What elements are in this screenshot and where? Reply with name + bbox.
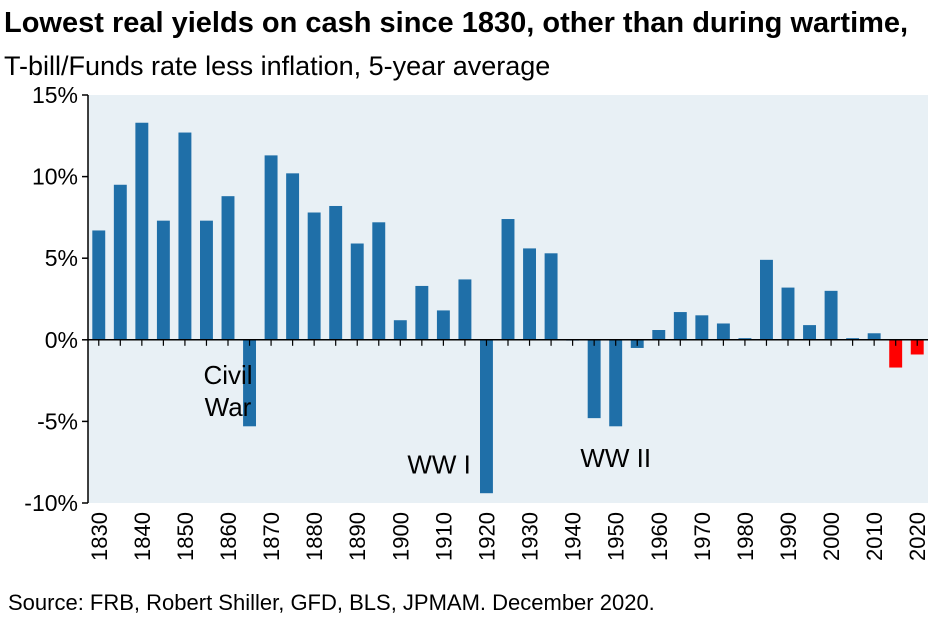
bar-1910 [436,310,450,340]
bar-1995 [803,325,816,340]
bar-1975 [716,323,730,340]
bar-1860 [221,196,235,340]
chart-title-block: Lowest real yields on cash since 1830, o… [4,4,932,90]
chart-title: Lowest real yields on cash since 1830, o… [4,7,909,39]
axes-group: 15% 10% 5% 0% -5% -10% 1830 1840 1850 1860 1870 188… [24,82,930,561]
y-tick-label: 10% [32,164,78,190]
x-tick-label: 1920 [475,512,500,561]
bar-1905 [415,285,429,340]
x-tick-label: 1870 [259,512,284,561]
bar-1900 [393,320,407,340]
y-tick-label: 15% [32,82,78,108]
bar-1920 [480,339,493,494]
bar-1890 [350,243,364,340]
bars-group [92,122,924,494]
bar-1870 [264,155,278,340]
x-tick-label: 1970 [690,512,715,561]
bar-1985 [760,259,773,340]
y-tick-label: 0% [45,327,78,353]
y-tick-label: -5% [37,408,78,434]
bar-1965 [673,312,687,340]
x-tick-label: 1930 [518,512,543,561]
bar-1960 [652,330,666,340]
bar-2005 [846,338,860,340]
x-tick-label: 1840 [130,512,155,561]
bar-1885 [329,205,343,340]
bar-1850 [178,132,192,340]
annotation-label: WW I [407,450,471,480]
y-tick-label: 5% [45,245,78,271]
bar-1990 [781,287,795,340]
bar-1915 [458,279,472,340]
x-tick-label: 2020 [905,512,930,561]
bar-1845 [156,220,170,340]
y-tick-label: -10% [24,490,78,516]
x-tick-label: 1880 [302,512,327,561]
annotation-label: War [205,392,252,422]
bar-2020 [910,339,924,355]
bar-1880 [307,212,321,340]
x-tick-label: 1910 [431,512,456,561]
bar-2000 [824,290,838,340]
bar-1980 [738,338,752,340]
annotation-label: Civil [203,360,252,390]
bar-1945 [587,339,601,419]
x-tick-label: 2000 [819,512,844,561]
bar-1865 [243,339,256,427]
x-tick-label: 1890 [345,512,370,561]
x-tick-label: 1900 [388,512,413,561]
x-tick-label: 1850 [173,512,198,561]
x-tick-label: 1980 [733,512,758,561]
bar-2015 [889,339,903,368]
chart-subtitle: T-bill/Funds rate less inflation, 5-year… [4,51,551,81]
bar-2010 [867,333,881,340]
source-note: Source: FRB, Robert Shiller, GFD, BLS, J… [8,590,655,615]
bar-1840 [135,122,149,340]
annotation-label: WW II [580,443,651,473]
x-tick-label: 1940 [561,512,586,561]
x-tick-label: 1990 [776,512,801,561]
x-tick-label: 1960 [647,512,672,561]
bar-1830 [92,230,106,340]
x-tick-label: 1830 [87,512,112,561]
x-tick-label: 1950 [604,512,629,561]
bar-1930 [523,248,536,340]
bar-1855 [200,220,213,340]
bar-1950 [609,339,623,427]
bar-1935 [544,253,558,340]
bar-1895 [372,222,386,340]
bar-1875 [286,173,300,340]
x-tick-label: 1860 [216,512,241,561]
bar-1835 [113,184,127,340]
x-tick-label: 2010 [862,512,887,561]
bar-1925 [501,219,515,340]
bar-1970 [695,315,709,340]
